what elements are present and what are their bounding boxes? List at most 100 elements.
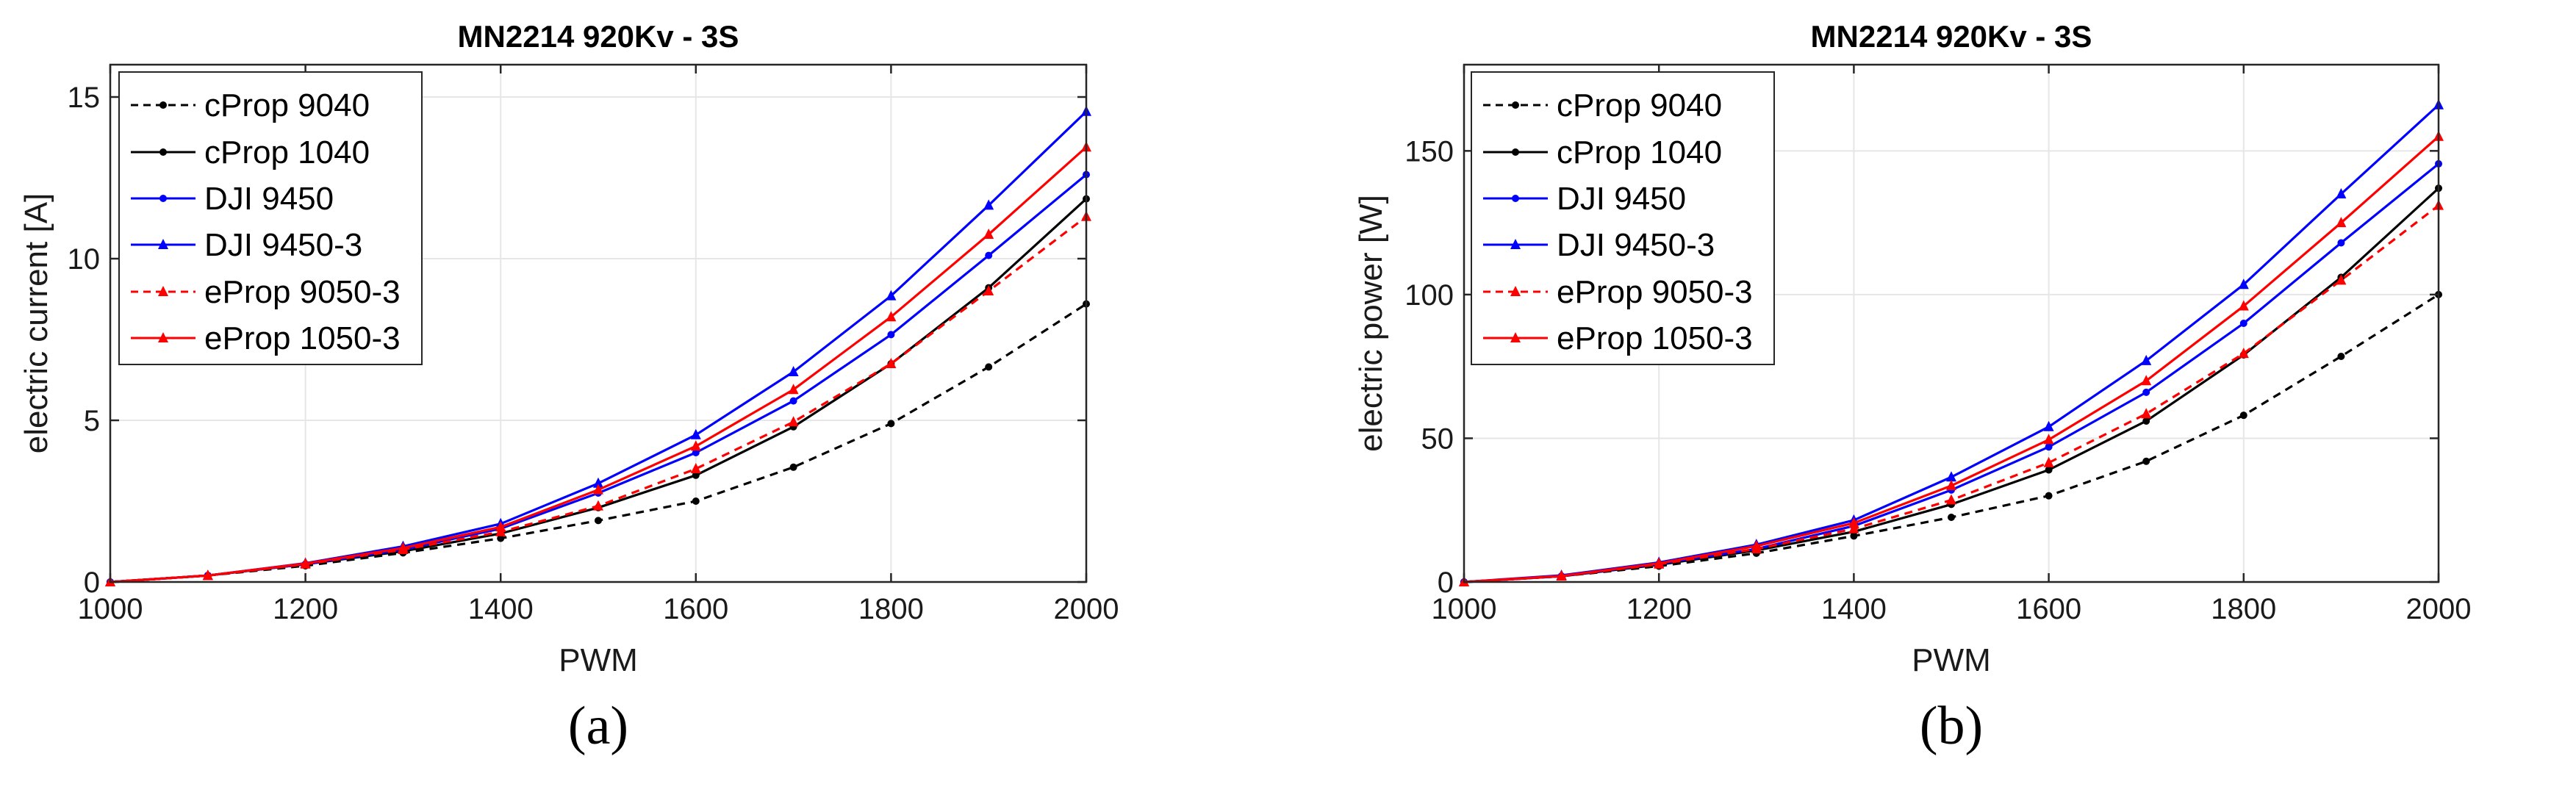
legend-entry-eprop-9050-3: eProp 9050-3 [131,274,401,310]
data-point [788,384,799,395]
data-point [788,416,799,427]
data-point [692,497,700,505]
legend-label: DJI 9450-3 [1557,227,1715,263]
y-tick-label: 15 [68,82,101,114]
legend-entry-dji-9450: DJI 9450 [1483,181,1686,217]
x-tick-label: 1400 [468,593,534,625]
data-point [2141,408,2152,419]
chart-b-legend-box [1471,71,1775,365]
data-point [300,557,311,568]
data-point [690,463,701,473]
data-point [886,311,897,322]
y-tick-label: 0 [1438,567,1454,599]
legend-entry-cprop-1040: cProp 1040 [131,134,370,170]
x-tick-label: 1000 [78,593,143,625]
data-point [2239,412,2247,420]
x-tick-label: 1800 [2211,593,2276,625]
data-point [1751,540,1762,551]
data-point [690,428,701,439]
chart-b-title: MN2214 920Kv - 3S [1811,19,2092,54]
data-point [1848,522,1859,533]
data-point [1946,471,1956,482]
x-tick-label: 2000 [2406,593,2472,625]
data-point [1946,479,1956,490]
legend-entry-cprop-9040: cProp 9040 [131,87,370,123]
chart-b-legend: cProp 9040 cProp 1040 DJI 9450 DJI 9450-… [1471,71,1775,365]
x-tick-label: 1000 [1432,593,1497,625]
data-point [2239,320,2247,327]
data-point [593,484,603,495]
x-tick-label: 1200 [1626,593,1692,625]
panel-label-b: (b) [1920,696,1983,756]
data-point [593,477,603,488]
data-point [690,440,701,451]
data-point [2336,188,2347,198]
chart-b-ticks: 1000 1200 1400 1600 1800 2000 0 50 100 150 [1404,65,2471,625]
data-point [1654,557,1665,568]
chart-a-legend-box [118,71,423,365]
legend-entry-dji-9450-3: DJI 9450-3 [131,227,362,263]
chart-a-legend: cProp 9040 cProp 1040 DJI 9450 DJI 9450-… [118,71,423,365]
chart-a-plot-frame [109,63,1088,583]
y-tick-label: 150 [1404,135,1454,168]
data-point [2337,352,2345,360]
data-point [1556,569,1567,581]
data-point [985,251,993,259]
x-tick-label: 2000 [1054,593,1119,625]
data-point [983,285,994,295]
x-tick-label: 1200 [273,593,338,625]
legend-entry-eprop-1050-3: eProp 1050-3 [131,320,401,356]
y-tick-label: 100 [1404,279,1454,312]
legend-label: eProp 9050-3 [204,274,401,310]
x-tick-label: 1600 [663,593,728,625]
legend-entry-dji-9450-3: DJI 9450-3 [1483,227,1715,263]
data-point [692,471,700,479]
data-point [2142,457,2150,465]
legend-label: DJI 9450 [204,181,334,217]
chart-a: MN2214 920Kv - 3S 1000 1200 1400 1600 1800 20… [18,19,1119,756]
legend-label: cProp 1040 [1557,134,1722,170]
data-point [2045,466,2053,474]
data-point [789,397,797,405]
x-tick-label: 1400 [1821,593,1887,625]
data-point [983,199,994,210]
data-point [2337,239,2345,247]
chart-b-x-axis-label: PWM [1912,642,1991,678]
data-point [886,358,897,368]
data-point [2238,300,2249,311]
data-point [495,521,506,532]
data-point [2043,420,2054,431]
legend-label: eProp 1050-3 [204,320,401,356]
legend-label: cProp 1040 [204,134,370,170]
data-point [2043,434,2054,445]
data-point [2043,456,2054,467]
data-point [202,569,213,581]
legend-label: cProp 9040 [204,87,370,123]
data-point [1948,514,1955,521]
legend-entry-eprop-1050-3: eProp 1050-3 [1483,320,1753,356]
legend-entry-eprop-9050-3: eProp 9050-3 [1483,274,1753,310]
data-point [983,229,994,239]
legend-label: eProp 9050-3 [1557,274,1753,310]
data-point [887,331,895,339]
chart-a-ticks: 1000 1200 1400 1600 1800 2000 0 5 10 15 [68,65,1119,625]
chart-b-series-layer [1459,98,2444,586]
data-point [2141,375,2152,386]
data-point [886,290,897,301]
data-point [692,449,700,456]
data-point [1946,494,1956,505]
legend-entry-cprop-9040: cProp 9040 [1483,87,1722,123]
data-point [2238,348,2249,359]
data-point [2141,354,2152,365]
data-point [2045,492,2053,500]
data-point [398,542,409,553]
chart-b: MN2214 920Kv - 3S 1000 1200 1400 1600 1800 20… [1353,19,2471,756]
data-point [2142,388,2150,396]
data-point [2238,278,2249,290]
chart-a-y-axis-label: electric current [A] [18,193,54,454]
legend-label: DJI 9450 [1557,181,1686,217]
data-point [2142,417,2150,425]
x-tick-label: 1800 [858,593,924,625]
data-point [593,500,603,511]
